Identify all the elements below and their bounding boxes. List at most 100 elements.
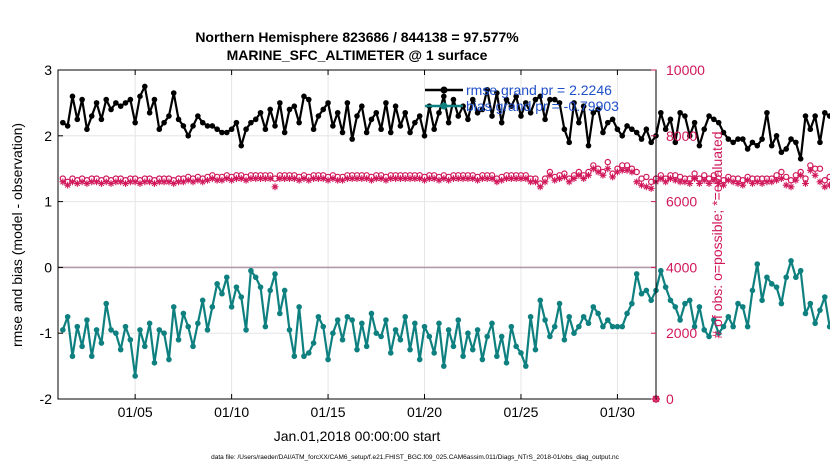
rmse-point — [281, 129, 288, 136]
obs-evaluated-point — [522, 175, 530, 182]
y-left-ticks: -2 -1 0 1 2 3 — [40, 62, 63, 407]
obs-evaluated-point — [102, 178, 110, 186]
bias-point — [344, 313, 351, 320]
obs-evaluated-point — [382, 176, 390, 184]
obs-evaluated-point — [59, 178, 67, 186]
rmse-point — [392, 103, 399, 109]
obs-evaluated-point — [585, 171, 592, 179]
bias-point — [701, 327, 708, 333]
rmse-point — [604, 119, 611, 126]
bias-point — [445, 327, 452, 333]
y-left-tick-label: 3 — [44, 62, 52, 78]
legend-bias-label: bias grand pr = -0.79903 — [466, 98, 619, 114]
rmse-point — [556, 100, 563, 106]
obs-evaluated-point — [397, 175, 404, 182]
x-tick-label: 01/20 — [407, 404, 442, 420]
rmse-point — [127, 96, 134, 103]
rmse-point — [513, 93, 519, 100]
bias-point — [363, 343, 370, 350]
obs-evaluated-point — [599, 171, 607, 179]
rmse-point — [600, 129, 606, 136]
bias-point — [142, 343, 148, 350]
bias-point — [614, 323, 621, 330]
obs-evaluated-point — [614, 168, 621, 176]
rmse-point — [638, 136, 645, 142]
bias-point — [383, 317, 389, 323]
obs-evaluated-point — [628, 168, 636, 176]
bias-point — [117, 346, 124, 353]
rmse-point — [503, 96, 510, 103]
rmse-point — [219, 129, 225, 136]
bias-point — [706, 333, 712, 340]
bias-point — [199, 297, 206, 304]
bias-point — [542, 317, 548, 323]
rmse-point — [547, 96, 553, 103]
obs-evaluated-point — [286, 175, 293, 182]
rmse-point — [325, 100, 331, 106]
bias-point — [180, 310, 187, 317]
bias-point — [103, 300, 110, 307]
rmse-point — [180, 123, 187, 129]
bias-point — [291, 353, 298, 360]
y-right-tick-label: 0 — [666, 391, 674, 407]
bias-point — [69, 353, 76, 360]
rmse-point — [773, 133, 780, 139]
rmse-point — [494, 90, 500, 96]
bias-series — [60, 258, 830, 379]
obs-evaluated-point — [729, 178, 737, 186]
obs-evaluated-point — [208, 175, 216, 182]
obs-evaluated-point — [715, 180, 723, 187]
rmse-point — [108, 106, 114, 113]
bias-point — [730, 323, 736, 330]
rmse-point — [629, 126, 635, 133]
bias-point — [744, 323, 751, 330]
obs-evaluated-point — [565, 178, 573, 186]
bias-point — [817, 307, 823, 313]
rmse-point — [807, 126, 814, 133]
obs-evaluated-point — [112, 178, 120, 186]
rmse-point — [185, 133, 192, 139]
bias-point — [397, 336, 404, 343]
rmse-point — [248, 119, 254, 126]
bias-point — [585, 320, 592, 327]
obs-evaluated-point — [753, 178, 761, 186]
bias-point — [658, 267, 664, 274]
bias-point — [368, 310, 375, 317]
rmse-point — [662, 126, 669, 133]
bias-point — [392, 327, 399, 333]
rmse-point — [402, 109, 409, 116]
obs-evaluated-point — [64, 181, 72, 189]
rmse-point — [633, 129, 640, 136]
bias-point — [301, 353, 307, 360]
rmse-point — [740, 136, 746, 142]
bias-point — [320, 323, 327, 330]
bias-point — [643, 287, 650, 294]
rmse-point — [60, 119, 66, 126]
obs-evaluated-point — [343, 175, 351, 182]
rmse-point — [715, 119, 722, 126]
obs-evaluated-point — [633, 178, 641, 186]
rmse-point — [812, 113, 818, 119]
obs-evaluated-point — [739, 181, 747, 189]
rmse-point — [262, 126, 269, 133]
rmse-point — [98, 116, 105, 123]
obs-evaluated-point — [546, 171, 554, 179]
rmse-point — [233, 119, 240, 126]
obs-evaluated-point — [493, 178, 501, 186]
rmse-point — [551, 96, 558, 103]
bias-point — [768, 281, 775, 287]
bias-point — [219, 290, 225, 297]
bias-point — [137, 327, 143, 333]
bias-point — [783, 274, 790, 281]
bias-point — [132, 373, 138, 379]
obs-evaluated-point — [368, 176, 375, 184]
obs-evaluated-point — [295, 176, 303, 184]
obs-evaluated-point — [141, 178, 149, 186]
bias-point — [156, 327, 163, 333]
obs-evaluated-point — [175, 178, 182, 186]
obs-evaluated-point — [575, 171, 583, 179]
rmse-point — [768, 142, 775, 149]
bias-point — [98, 340, 105, 346]
obs-evaluated-point — [392, 175, 399, 182]
bias-point — [64, 313, 71, 320]
